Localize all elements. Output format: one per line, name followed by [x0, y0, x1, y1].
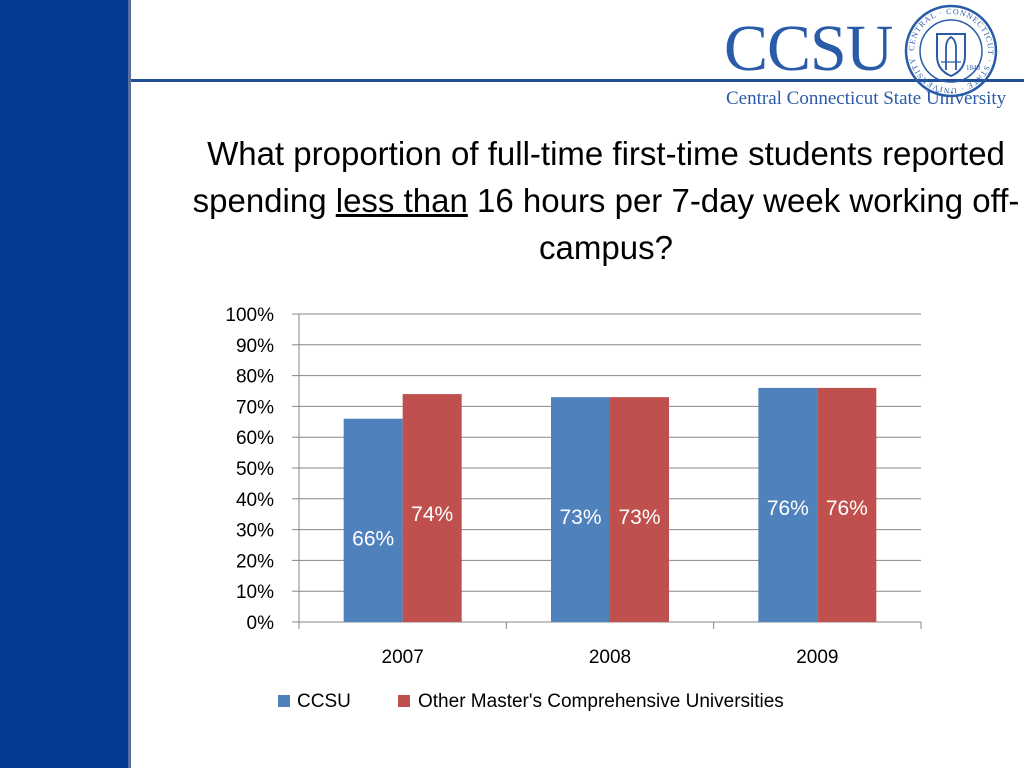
x-tick-label: 2008	[589, 647, 631, 668]
university-seal-icon: CENTRAL · CONNECTICUT · STATE · UNIVERSI…	[904, 4, 998, 98]
legend-label: CCSU	[297, 691, 351, 712]
bar-ccsu-2007	[343, 418, 403, 622]
question-title: What proportion of full-time first-time …	[190, 130, 1022, 271]
y-tick-label: 80%	[236, 367, 274, 388]
y-tick-label: 40%	[236, 490, 274, 511]
bar-other-2008	[610, 397, 669, 622]
y-tick-label: 60%	[236, 428, 274, 449]
y-tick-label: 10%	[236, 582, 274, 603]
data-label: 74%	[411, 503, 453, 526]
y-tick-label: 100%	[225, 305, 274, 326]
y-tick-label: 90%	[236, 336, 274, 357]
y-tick-label: 50%	[236, 459, 274, 480]
bar-ccsu-2009	[758, 387, 818, 622]
legend-swatch	[278, 695, 290, 707]
logo-wordmark: CCSU	[724, 12, 893, 85]
legend-swatch	[398, 695, 410, 707]
y-tick-label: 70%	[236, 397, 274, 418]
bar-other-2007	[402, 394, 462, 622]
x-tick-label: 2007	[382, 647, 424, 668]
data-label: 76%	[826, 497, 868, 520]
data-label: 66%	[352, 528, 394, 551]
question-text-part1: What proportion of full-time first-time …	[192, 135, 1005, 219]
x-tick-label: 2009	[796, 647, 838, 668]
header-rule	[131, 79, 1024, 82]
bar-ccsu-2008	[551, 397, 610, 622]
y-tick-label: 0%	[247, 613, 275, 634]
y-tick-label: 30%	[236, 521, 274, 542]
bar-other-2009	[817, 387, 877, 622]
y-tick-label: 20%	[236, 551, 274, 572]
left-accent-bar	[0, 0, 131, 768]
data-label: 73%	[618, 506, 660, 529]
legend-label: Other Master's Comprehensive Universitie…	[418, 691, 784, 712]
question-text-part2: 16 hours per 7-day week working off-camp…	[467, 182, 1020, 266]
data-label: 73%	[559, 506, 601, 529]
data-label: 76%	[767, 497, 809, 520]
question-text-underlined: less than	[335, 182, 468, 219]
seal-year: 1849	[966, 64, 981, 72]
